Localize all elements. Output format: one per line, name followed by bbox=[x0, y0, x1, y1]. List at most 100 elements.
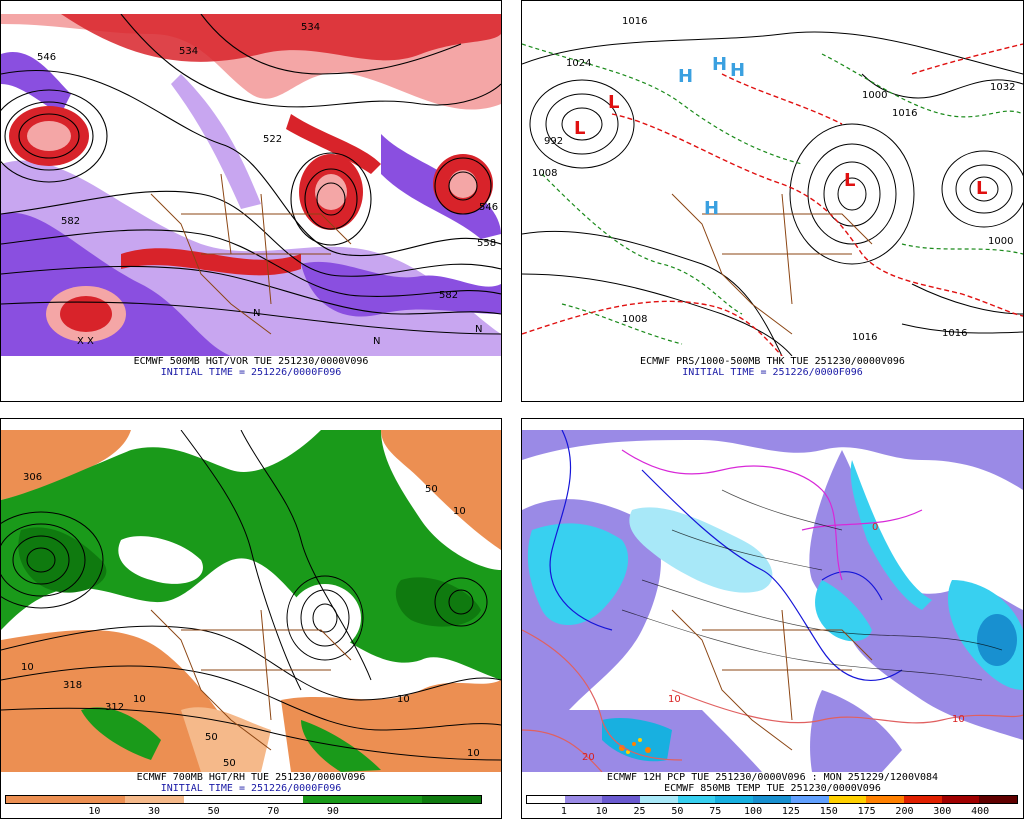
caption-line2: INITIAL TIME = 251226/0000F096 bbox=[160, 367, 342, 378]
colorbar-swatch bbox=[640, 796, 678, 803]
vorticity-map[interactable]: 546 534 522 582 558 546 582 534 X X N N … bbox=[1, 14, 501, 356]
contour-label: 10 bbox=[133, 694, 146, 705]
rh-colorbar bbox=[5, 795, 482, 804]
isobar-label: 1024 bbox=[566, 58, 591, 69]
contour-label: 50 bbox=[205, 732, 218, 743]
colorbar-tick-label: 25 bbox=[633, 806, 646, 817]
contour-label: 558 bbox=[477, 238, 496, 249]
low-center-marker: L bbox=[608, 92, 619, 113]
isobar-label: 1000 bbox=[988, 236, 1013, 247]
colorbar-tick-label: 100 bbox=[744, 806, 763, 817]
low-center-marker: L bbox=[976, 178, 987, 199]
colorbar-swatch bbox=[124, 796, 185, 803]
colorbar-swatch bbox=[979, 796, 1017, 803]
isobar-label: 1016 bbox=[942, 328, 967, 339]
isobar-label: 1032 bbox=[990, 82, 1015, 93]
colorbar-tick-label: 400 bbox=[971, 806, 990, 817]
colorbar-swatch bbox=[677, 796, 716, 803]
colorbar-tick-label: 75 bbox=[709, 806, 722, 817]
contour-label: 318 bbox=[63, 680, 82, 691]
colorbar-swatch bbox=[715, 796, 754, 803]
low-center-marker: L bbox=[574, 118, 585, 139]
contour-label: 10 bbox=[453, 506, 466, 517]
temp-label: 10 bbox=[952, 714, 965, 725]
colorbar-swatch bbox=[184, 796, 244, 803]
contour-label: 10 bbox=[397, 694, 410, 705]
panel-500mb-vorticity: 546 534 522 582 558 546 582 534 X X N N … bbox=[0, 0, 502, 402]
colorbar-tick-label: 30 bbox=[148, 806, 161, 817]
colorbar-tick-label: 200 bbox=[895, 806, 914, 817]
contour-label: 546 bbox=[37, 52, 56, 63]
colorbar-tick-label: 50 bbox=[671, 806, 684, 817]
colorbar-tick-label: 50 bbox=[207, 806, 220, 817]
colorbar-swatch bbox=[753, 796, 791, 803]
temp-label: 20 bbox=[582, 752, 595, 763]
isobar-label: 1016 bbox=[892, 108, 917, 119]
precip-colorbar bbox=[526, 795, 1018, 804]
colorbar-tick-label: 150 bbox=[819, 806, 838, 817]
contour-label: 10 bbox=[21, 662, 34, 673]
temp-label: 10 bbox=[668, 694, 681, 705]
humidity-map[interactable]: 306 10 50 10 318 312 10 10 50 50 10 bbox=[1, 430, 501, 772]
precip-colorbar-ticks: 1 10 25 50 75 100 125 150 175 200 300 400 bbox=[526, 806, 1018, 818]
colorbar-tick-label: 1 bbox=[560, 806, 567, 817]
precipitation-map[interactable]: 0 10 10 20 bbox=[522, 430, 1023, 772]
colorbar-swatch bbox=[866, 796, 904, 803]
colorbar-swatch bbox=[941, 796, 980, 803]
colorbar-tick-label: 10 bbox=[595, 806, 608, 817]
colorbar-tick-label: 125 bbox=[781, 806, 800, 817]
colorbar-swatch bbox=[421, 796, 481, 803]
contour-label: 534 bbox=[179, 46, 198, 57]
colorbar-swatch bbox=[65, 796, 125, 803]
colorbar-tick-label: 300 bbox=[933, 806, 952, 817]
colorbar-swatch bbox=[790, 796, 829, 803]
colorbar-tick-label: 175 bbox=[857, 806, 876, 817]
vort-symbol: N bbox=[373, 336, 380, 347]
caption-line1: ECMWF 700MB HGT/RH TUE 251230/0000V096 bbox=[136, 772, 366, 783]
caption-line1: ECMWF 500MB HGT/VOR TUE 251230/0000V096 bbox=[133, 356, 369, 367]
contour-label: 534 bbox=[301, 22, 320, 33]
vort-symbol: X bbox=[87, 336, 94, 347]
contour-label: 582 bbox=[61, 216, 80, 227]
isobar-label: 1000 bbox=[862, 90, 887, 101]
panel-700mb-humidity: 306 10 50 10 318 312 10 10 50 50 10 ECMW… bbox=[0, 418, 502, 819]
colorbar-tick-label: 90 bbox=[326, 806, 339, 817]
high-center-marker: H bbox=[712, 54, 727, 75]
rh-colorbar-ticks: 10 30 50 70 90 bbox=[5, 806, 482, 818]
colorbar-swatch bbox=[564, 796, 603, 803]
vort-symbol: X bbox=[77, 336, 84, 347]
contour-label: 306 bbox=[23, 472, 42, 483]
contour-label: 522 bbox=[263, 134, 282, 145]
contour-label: 50 bbox=[425, 484, 438, 495]
caption-line2: ECMWF 850MB TEMP TUE 251230/0000V096 bbox=[664, 783, 881, 794]
contour-label: 50 bbox=[223, 758, 236, 769]
contour-label: 546 bbox=[479, 202, 498, 213]
colorbar-swatch bbox=[602, 796, 641, 803]
caption-line2: INITIAL TIME = 251226/0000F096 bbox=[160, 783, 342, 794]
caption-line1: ECMWF 12H PCP TUE 251230/0000V096 : MON … bbox=[606, 772, 939, 783]
colorbar-swatch bbox=[362, 796, 422, 803]
isobar-label: 1016 bbox=[622, 16, 647, 27]
caption-line2: INITIAL TIME = 251226/0000F096 bbox=[682, 367, 863, 378]
vort-symbol: N bbox=[475, 324, 482, 335]
colorbar-swatch bbox=[527, 796, 565, 803]
high-center-marker: H bbox=[704, 198, 719, 219]
vort-symbol: N bbox=[253, 308, 260, 319]
low-center-marker: L bbox=[844, 170, 855, 191]
panel-precip-850mb-temp: 0 10 10 20 ECMWF 12H PCP TUE 251230/0000… bbox=[521, 418, 1024, 819]
contour-label: 10 bbox=[467, 748, 480, 759]
isobar-label: 1008 bbox=[532, 168, 557, 179]
isobar-label: 992 bbox=[544, 136, 563, 147]
colorbar-swatch bbox=[828, 796, 867, 803]
high-center-marker: H bbox=[730, 60, 745, 81]
colorbar-tick-label: 10 bbox=[88, 806, 101, 817]
caption-line1: ECMWF PRS/1000-500MB THK TUE 251230/0000… bbox=[640, 356, 905, 367]
colorbar-swatch bbox=[6, 796, 66, 803]
contour-label: 582 bbox=[439, 290, 458, 301]
isobar-label: 1016 bbox=[852, 332, 877, 343]
isobar-label: 1008 bbox=[622, 314, 647, 325]
high-center-marker: H bbox=[678, 66, 693, 87]
pressure-map[interactable]: 1016 1024 1032 1008 1000 1016 1008 1000 … bbox=[522, 14, 1023, 356]
colorbar-swatch bbox=[243, 796, 303, 803]
colorbar-swatch bbox=[302, 796, 363, 803]
